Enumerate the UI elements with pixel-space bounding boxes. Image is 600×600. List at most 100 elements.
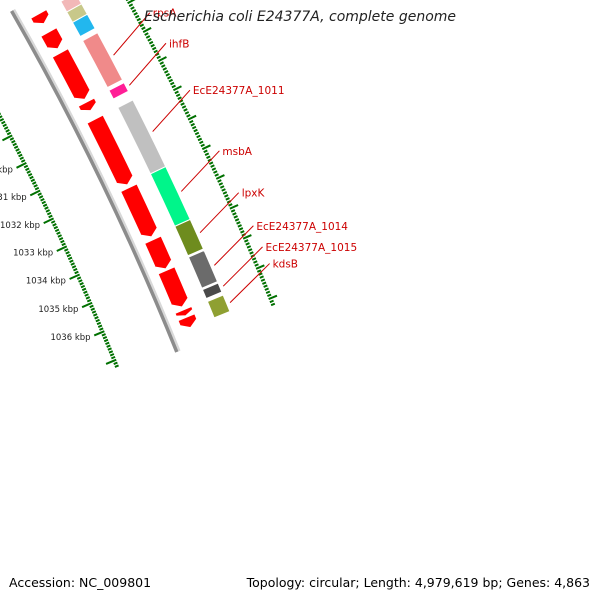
scale-tick	[0, 115, 3, 119]
gene-label: msbA	[222, 146, 252, 158]
outer-scale-tick	[162, 67, 167, 71]
outer-scale-tick	[172, 85, 182, 92]
outer-scale-tick	[237, 224, 242, 228]
scale-tick	[110, 355, 116, 360]
outer-scale-tick	[260, 278, 266, 282]
outer-scale-tick	[259, 275, 264, 279]
scale-tick	[67, 256, 73, 261]
gene-label: EcE24377A_1014	[256, 221, 348, 233]
scale-tick	[23, 164, 29, 169]
scale-tick	[38, 195, 44, 199]
scale-tick	[45, 209, 51, 213]
outer-scale-tick	[164, 70, 169, 74]
outer-scale-tick	[128, 3, 134, 7]
scale-tick	[71, 265, 77, 269]
gene-label-leader	[180, 150, 220, 192]
outer-scale-tick	[270, 302, 276, 307]
scale-tick	[105, 358, 117, 365]
scale-tick	[114, 364, 119, 368]
outer-scale-tick	[254, 263, 259, 267]
outer-scale-tick	[190, 122, 195, 127]
outer-scale-tick	[229, 204, 239, 210]
cds-arrow	[157, 266, 191, 308]
outer-scale-tick	[246, 245, 252, 249]
scale-tick	[76, 276, 82, 280]
scale-tick	[109, 353, 115, 357]
scale-tick	[83, 290, 88, 294]
gene-label-leader	[113, 12, 151, 56]
outer-scale-tick	[267, 293, 272, 297]
feature-block	[187, 249, 219, 289]
tick-label: 1036 kbp	[50, 333, 90, 343]
cds-arrow	[119, 183, 160, 238]
outer-scale-tick	[203, 149, 208, 154]
outer-scale-tick	[130, 6, 135, 10]
outer-scale-tick	[189, 119, 194, 124]
outer-scale-tick	[258, 272, 263, 276]
outer-scale-tick	[127, 0, 136, 5]
outer-scale-tick	[187, 114, 197, 121]
outer-scale-tick	[183, 108, 188, 112]
scale-tick	[16, 161, 27, 169]
feature-block	[81, 31, 124, 89]
scale-tick	[25, 167, 30, 172]
scale-tick	[70, 262, 75, 266]
outer-scale-tick	[181, 105, 187, 109]
scale-tick	[69, 259, 74, 263]
cds-arrow	[77, 97, 98, 112]
outer-scale-tick	[228, 203, 233, 207]
scale-tick	[84, 293, 89, 297]
cds-arrow	[174, 305, 195, 317]
gene-label-leader	[229, 263, 270, 303]
scale-tick	[96, 321, 102, 326]
outer-scale-tick	[208, 161, 214, 165]
outer-scale-tick	[222, 191, 228, 195]
scale-tick	[81, 287, 87, 292]
scale-tick	[65, 251, 70, 255]
scale-tick	[95, 318, 100, 323]
scale-tick	[11, 139, 16, 144]
scale-tick	[97, 324, 103, 328]
gene-label: ihfB	[169, 38, 189, 50]
outer-scale-tick	[151, 46, 157, 51]
outer-scale-tick	[159, 61, 164, 65]
tick-label: 1035 kbp	[38, 305, 78, 315]
scale-tick	[0, 112, 2, 115]
scale-tick	[46, 211, 52, 216]
outer-scale-tick	[247, 248, 253, 252]
scale-tick	[26, 170, 31, 174]
gene-label: EcE24377A_1011	[193, 85, 285, 97]
scale-tick	[94, 316, 99, 320]
scale-tick	[44, 206, 49, 210]
gene-label: EcE24377A_1015	[266, 242, 358, 254]
outer-scale-tick	[134, 14, 140, 19]
backbone-line	[10, 10, 179, 353]
feature-block	[206, 294, 231, 319]
scale-tick	[42, 203, 48, 208]
outer-scale-tick	[233, 215, 238, 219]
outer-scale-tick	[218, 182, 224, 186]
outer-scale-tick	[147, 38, 152, 42]
scale-tick	[2, 123, 7, 128]
outer-scale-tick	[244, 239, 249, 243]
backbone-shadow	[12, 9, 181, 352]
feature-block	[201, 282, 223, 300]
gene-label: lpxK	[242, 188, 266, 200]
scale-tick	[78, 279, 83, 283]
scale-tick	[33, 184, 38, 188]
feature-block	[108, 81, 130, 100]
scale-tick	[93, 330, 105, 337]
outer-scale-tick	[161, 64, 166, 68]
scale-tick	[16, 150, 22, 155]
scale-tick	[13, 145, 19, 150]
scale-tick	[56, 245, 68, 252]
outer-scale-tick	[145, 35, 151, 39]
outer-scale-tick	[156, 55, 161, 60]
scale-tick	[106, 344, 111, 348]
scale-tick	[5, 128, 10, 133]
outer-scale-tick	[240, 230, 245, 234]
outer-scale-tick	[213, 170, 218, 174]
outer-scale-tick	[224, 194, 229, 198]
outer-scale-tick	[206, 155, 211, 159]
